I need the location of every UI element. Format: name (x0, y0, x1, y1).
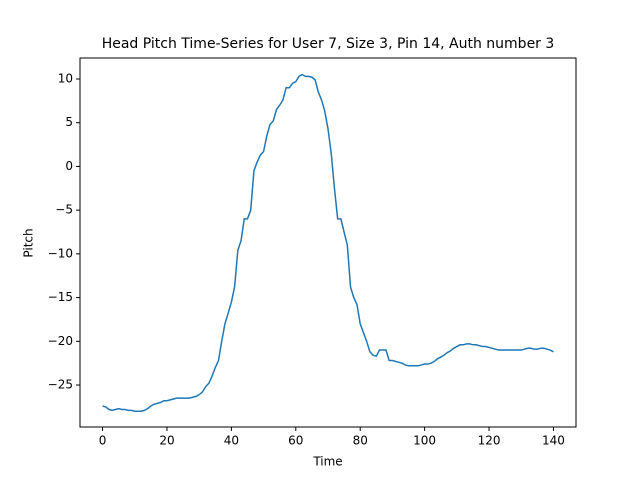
y-tick-label: 5 (65, 115, 73, 129)
x-axis-label: Time (312, 455, 342, 469)
x-tick-label: 80 (353, 434, 368, 448)
plot-frame (79, 57, 577, 428)
x-tick-label: 120 (478, 434, 501, 448)
x-tick-label: 40 (224, 434, 239, 448)
data-line (102, 73, 554, 413)
x-tick-label: 20 (159, 434, 174, 448)
y-tick-label: −15 (48, 290, 73, 304)
x-tick-label: 0 (99, 434, 107, 448)
x-tick-label: 60 (288, 434, 303, 448)
y-axis-label: Pitch (22, 228, 36, 257)
x-tick-label: 140 (542, 434, 565, 448)
y-tick-label: −25 (48, 378, 73, 392)
y-tick-label: 10 (58, 71, 73, 85)
y-tick-label: −5 (55, 203, 73, 217)
x-tick-label: 100 (413, 434, 436, 448)
chart-title: Head Pitch Time-Series for User 7, Size … (102, 36, 555, 52)
y-tick-label: −20 (48, 334, 73, 348)
y-tick-label: 0 (65, 159, 73, 173)
y-tick-label: −10 (48, 246, 73, 260)
